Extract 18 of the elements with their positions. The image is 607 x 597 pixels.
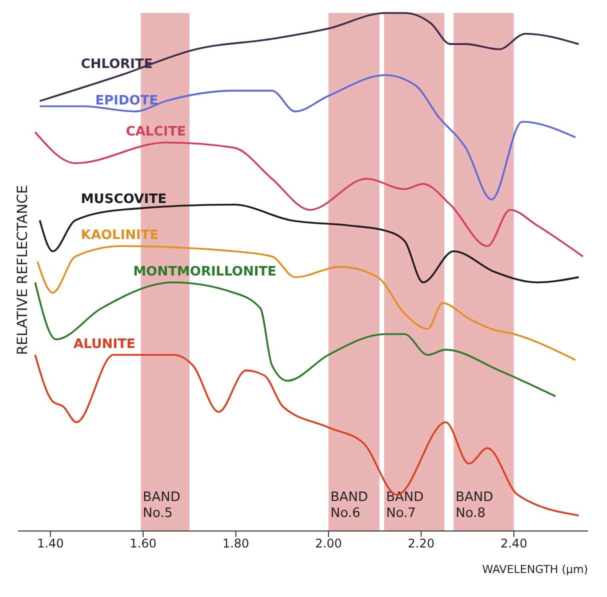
band-label: BAND No.6: [330, 490, 368, 521]
band-label: BAND No.8: [456, 490, 494, 521]
band-label: BAND No.5: [142, 490, 180, 521]
series-label: CHLORITE: [80, 57, 153, 72]
x-tick-label: 2.00: [315, 536, 342, 551]
series-label: MUSCOVITE: [80, 192, 167, 207]
x-tick-label: 1.60: [130, 536, 156, 551]
series-label: ALUNITE: [73, 336, 136, 352]
series-label: EPIDOTE: [95, 93, 158, 108]
x-tick-label: 1.40: [37, 536, 64, 551]
x-tick-label: 1.80: [222, 536, 250, 551]
x-tick-label: 2.20: [408, 536, 435, 551]
series-label: MONTMORILLONITE: [133, 264, 276, 280]
band-label: BAND No.7: [386, 490, 424, 521]
series-label: KAOLINITE: [80, 228, 159, 244]
x-tick-label: 2.40: [500, 536, 528, 551]
y-axis-title: RELATIVE REFLECTANCE: [15, 184, 32, 354]
x-axis-title: WAVELENGTH (μm): [482, 563, 588, 576]
